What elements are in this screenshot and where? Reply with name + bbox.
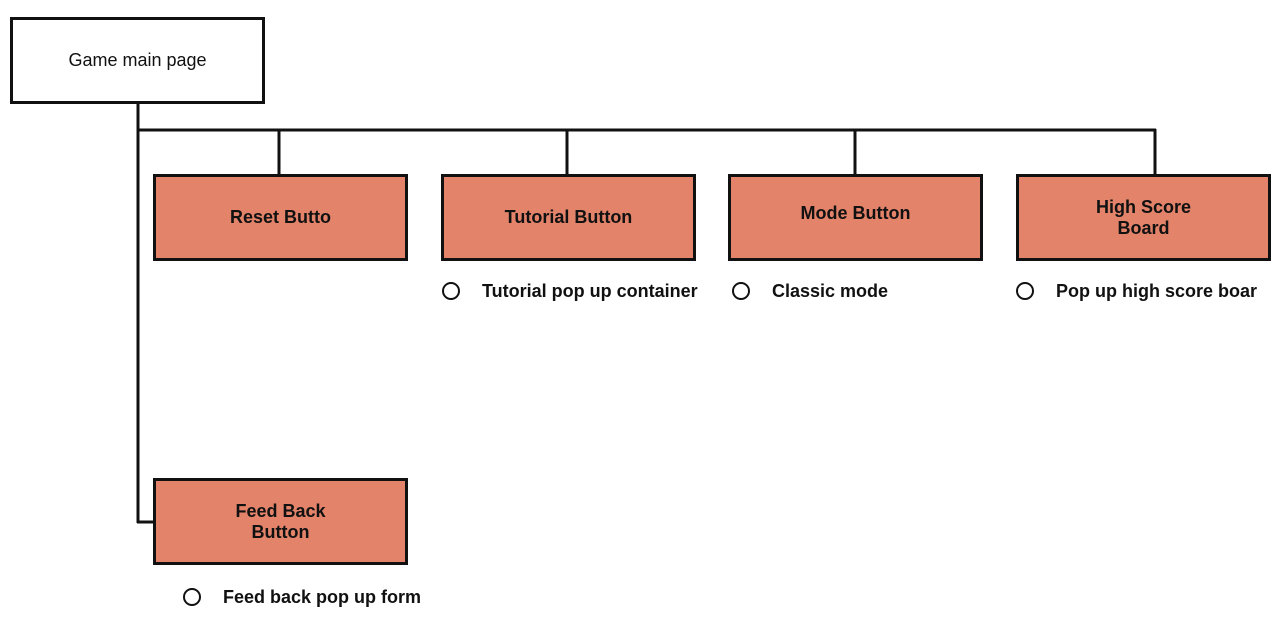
node-high-score-board: High Score Board <box>1016 174 1271 261</box>
list-item-feedback-form: Feed back pop up form <box>183 586 421 608</box>
list-item-highscore-popup: Pop up high score boar <box>1016 280 1257 302</box>
node-feedback-label: Feed Back Button <box>235 500 326 542</box>
list-item-label: Tutorial pop up container <box>482 280 698 301</box>
circle-bullet-icon <box>1016 282 1034 300</box>
node-mode-button: Mode Button <box>728 174 983 261</box>
node-reset-label: Reset Butto <box>229 207 331 227</box>
root-node-game-main-page: Game main page <box>10 17 265 104</box>
circle-bullet-icon <box>442 282 460 300</box>
node-reset-button: Reset Butto <box>153 174 408 261</box>
node-tutorial-label: Tutorial Button <box>504 207 633 227</box>
node-feedback-button: Feed Back Button <box>153 478 408 565</box>
list-item-tutorial-popup: Tutorial pop up container <box>442 280 698 302</box>
root-node-label: Game main page <box>68 50 207 70</box>
list-item-label: Pop up high score boar <box>1056 280 1258 301</box>
list-item-label: Classic mode <box>772 280 889 301</box>
list-item-label: Feed back pop up form <box>223 586 422 607</box>
circle-bullet-icon <box>183 588 201 606</box>
list-item-classic-mode: Classic mode <box>732 280 888 302</box>
node-highscore-label: High Score Board <box>1095 196 1192 238</box>
node-tutorial-button: Tutorial Button <box>441 174 696 261</box>
node-mode-label: Mode Button <box>800 203 911 223</box>
circle-bullet-icon <box>732 282 750 300</box>
